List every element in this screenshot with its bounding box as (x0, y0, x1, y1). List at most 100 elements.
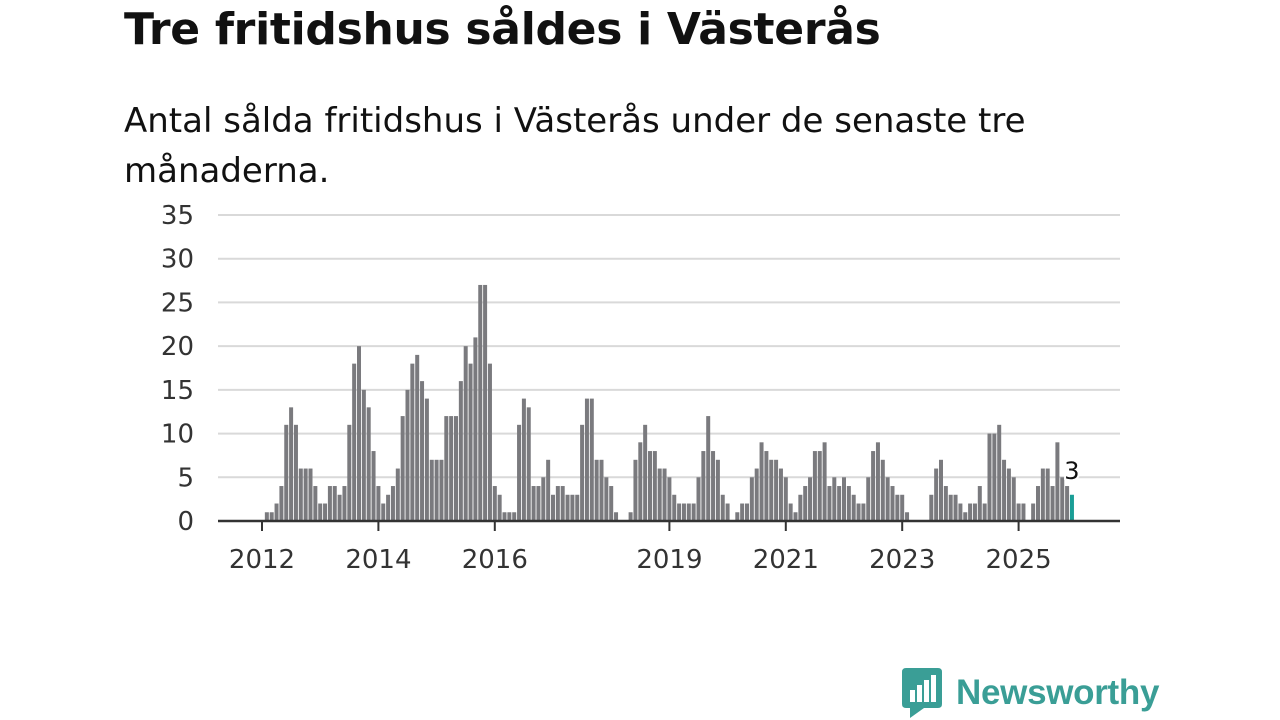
bar (313, 486, 318, 521)
x-tick-label: 2016 (462, 545, 528, 575)
chart-subtitle: Antal sålda fritidshus i Västerås under … (124, 101, 1026, 191)
bar (992, 433, 997, 521)
y-tick-label: 15 (161, 376, 194, 406)
bar (531, 486, 536, 521)
bar (875, 442, 880, 521)
bar (560, 486, 565, 521)
bar (638, 442, 643, 521)
y-tick-label: 25 (161, 288, 194, 318)
bar (1011, 477, 1016, 521)
bar (798, 494, 803, 521)
bar (958, 503, 963, 521)
bar (381, 503, 386, 521)
bar (691, 503, 696, 521)
bar (715, 459, 720, 521)
bar (347, 424, 352, 521)
bar (788, 503, 793, 521)
bar (415, 354, 420, 521)
bar (900, 494, 905, 521)
bar (395, 468, 400, 521)
bar (614, 512, 619, 521)
bar (570, 494, 575, 521)
bar (541, 477, 546, 521)
bar (812, 451, 817, 521)
bar (1031, 503, 1036, 521)
bar (783, 477, 788, 521)
y-tick-label: 35 (161, 201, 194, 231)
bar (580, 424, 585, 521)
bar (827, 486, 832, 521)
bar (764, 451, 769, 521)
bar (817, 451, 822, 521)
bar (575, 494, 580, 521)
bar (512, 512, 517, 521)
bar (584, 398, 589, 521)
bar (662, 468, 667, 521)
bar (803, 486, 808, 521)
bar (269, 512, 274, 521)
y-tick-label: 0 (177, 507, 194, 537)
bar (948, 494, 953, 521)
bar (289, 407, 294, 521)
bar (1036, 486, 1040, 521)
bar (468, 363, 473, 521)
newsworthy-logo: Newsworthy (902, 668, 1159, 718)
y-tick-label: 20 (161, 332, 194, 362)
bar (352, 363, 357, 521)
bar (711, 451, 716, 521)
bar (905, 512, 910, 521)
bar (648, 451, 652, 521)
bar (890, 486, 895, 521)
x-tick-label: 2025 (986, 545, 1052, 575)
bar (880, 459, 885, 521)
bar (628, 512, 633, 521)
bar (599, 459, 604, 521)
bar (264, 512, 269, 521)
bar (303, 468, 308, 521)
bar (745, 503, 749, 521)
bar (842, 477, 846, 521)
bar (754, 468, 759, 521)
bar (953, 494, 958, 521)
bar (337, 494, 342, 521)
bar (657, 468, 662, 521)
x-tick-label: 2014 (345, 545, 411, 575)
bar (963, 512, 968, 521)
bar (856, 503, 861, 521)
bar (1002, 459, 1007, 521)
bar (832, 477, 837, 521)
bar (866, 477, 871, 521)
bar (609, 486, 614, 521)
latest-value-label: 3 (1064, 457, 1079, 485)
bar (1060, 477, 1065, 521)
bar (551, 494, 555, 521)
bar (652, 451, 657, 521)
chart-title: Tre fritidshus såldes i Västerås (124, 4, 881, 55)
bar (439, 459, 444, 521)
bar (565, 494, 570, 521)
bar (371, 451, 376, 521)
bar (681, 503, 686, 521)
bar (424, 398, 429, 521)
bar (449, 416, 454, 521)
bar (997, 424, 1002, 521)
bar (822, 442, 827, 521)
bar (323, 503, 328, 521)
bar (972, 503, 977, 521)
y-tick-label: 5 (177, 463, 194, 493)
x-tick-label: 2012 (229, 545, 295, 575)
bar (1016, 503, 1021, 521)
y-tick-label: 10 (161, 420, 194, 450)
bar (390, 486, 395, 521)
bar (643, 424, 648, 521)
bar (1055, 442, 1060, 521)
bar (740, 503, 745, 521)
bar (308, 468, 313, 521)
bar (871, 451, 876, 521)
bar (861, 503, 866, 521)
bar (895, 494, 900, 521)
bar (405, 389, 410, 521)
bar (1021, 503, 1026, 521)
x-tick-label: 2019 (636, 545, 702, 575)
